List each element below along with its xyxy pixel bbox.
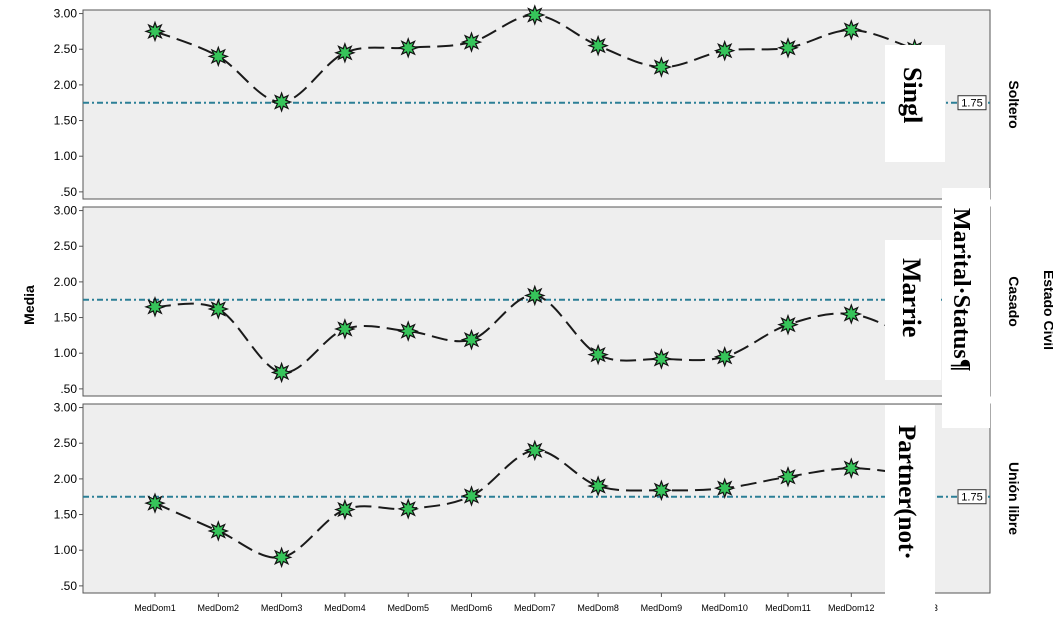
data-point <box>460 31 483 53</box>
data-point <box>524 284 546 307</box>
data-point <box>840 19 863 41</box>
x-tick-label: MedDom12 <box>828 603 875 613</box>
data-point <box>524 439 546 462</box>
y-tick-label: .50 <box>60 185 77 199</box>
data-point <box>650 479 673 502</box>
x-tick-label: MedDom10 <box>701 603 748 613</box>
data-point <box>334 498 356 521</box>
y-tick-label: 2.00 <box>54 78 78 92</box>
reference-label: 1.75 <box>961 98 982 110</box>
overlay-single: Singl <box>898 67 927 123</box>
data-point <box>840 303 863 325</box>
y-tick-label: 3.00 <box>54 7 78 21</box>
data-point <box>270 546 293 569</box>
y-tick-label: 2.50 <box>54 42 78 56</box>
x-tick-label: MedDom5 <box>387 603 429 613</box>
overlay-marital-status: Marital·Status¶ <box>948 208 974 372</box>
data-point <box>524 4 546 26</box>
overlay-box-single <box>885 45 945 162</box>
data-point <box>397 320 419 342</box>
x-tick-label: MedDom2 <box>198 603 240 613</box>
data-point <box>777 313 799 336</box>
panel-3: .50 1.00 1.50 2.00 2.50 3.00 1.75 Unión libre <box>54 401 1022 594</box>
y-tick-label: .50 <box>60 579 77 593</box>
y-tick-label: 1.00 <box>54 543 78 557</box>
x-tick-label: MedDom3 <box>261 603 303 613</box>
data-point <box>713 477 736 499</box>
data-point <box>587 34 609 57</box>
y-tick-label: 3.00 <box>54 204 78 218</box>
data-point <box>144 20 166 43</box>
y-tick-label: 3.00 <box>54 401 78 415</box>
panel-background <box>82 403 991 594</box>
data-point <box>460 485 483 507</box>
overlay-box-partner <box>885 405 935 618</box>
facet-axis-title: Estado Civil <box>1041 270 1053 350</box>
reference-label: 1.75 <box>961 492 982 504</box>
reference-label-box <box>957 95 987 111</box>
data-point <box>207 298 230 320</box>
data-point <box>713 345 736 368</box>
data-point <box>270 361 293 384</box>
reference-label-box <box>957 489 987 505</box>
data-point <box>587 475 609 497</box>
data-point <box>207 520 230 542</box>
data-point <box>460 328 483 351</box>
data-point <box>713 39 736 62</box>
data-point <box>334 318 356 340</box>
facet-label: Soltero <box>1006 80 1022 128</box>
overlay-partner: Partner(not· <box>893 425 920 560</box>
facet-label: Casado <box>1006 276 1022 327</box>
x-tick-label: MedDom11 <box>765 603 811 613</box>
y-tick-label: 1.50 <box>54 311 78 325</box>
x-tick-label: MedDom8 <box>577 603 619 613</box>
data-point <box>270 91 293 113</box>
data-point <box>144 296 166 318</box>
x-tick-label: MedDom9 <box>641 603 683 613</box>
panel-background <box>82 9 991 200</box>
data-point <box>397 498 419 520</box>
x-tick-label: MedDom4 <box>324 603 366 613</box>
data-point <box>650 56 673 78</box>
y-tick-label: 1.00 <box>54 346 78 360</box>
panel-1: .50 1.00 1.50 2.00 2.50 3.00 1.75 Soltero <box>54 4 1022 200</box>
data-point <box>650 348 673 370</box>
y-tick-label: 2.50 <box>54 436 78 450</box>
facet-label: Unión libre <box>1006 462 1022 535</box>
y-tick-label: 1.00 <box>54 149 78 163</box>
data-point <box>777 37 799 59</box>
y-tick-label: 2.50 <box>54 239 78 253</box>
overlay-box-married <box>885 240 941 380</box>
overlay-married: Marrie <box>897 258 926 337</box>
overlay-box-marital-status <box>942 188 990 428</box>
data-point <box>207 45 230 68</box>
data-point <box>587 343 609 366</box>
y-tick-label: 1.50 <box>54 114 78 128</box>
y-tick-label: 1.50 <box>54 508 78 522</box>
panel-2: .50 1.00 1.50 2.00 2.50 3.00 Casado <box>54 204 1022 397</box>
x-tick-label: MedDom7 <box>514 603 556 613</box>
data-point <box>144 492 166 514</box>
y-tick-label: 2.00 <box>54 472 78 486</box>
data-point <box>840 457 863 479</box>
panel-background <box>82 206 991 397</box>
y-axis-title: Media <box>21 285 37 325</box>
data-point <box>334 41 356 64</box>
x-tick-label: MedDom1 <box>134 603 176 613</box>
y-tick-label: 2.00 <box>54 275 78 289</box>
data-point <box>777 465 799 488</box>
y-tick-label: .50 <box>60 382 77 396</box>
x-tick-label: MedDom6 <box>451 603 493 613</box>
data-point <box>397 37 419 59</box>
